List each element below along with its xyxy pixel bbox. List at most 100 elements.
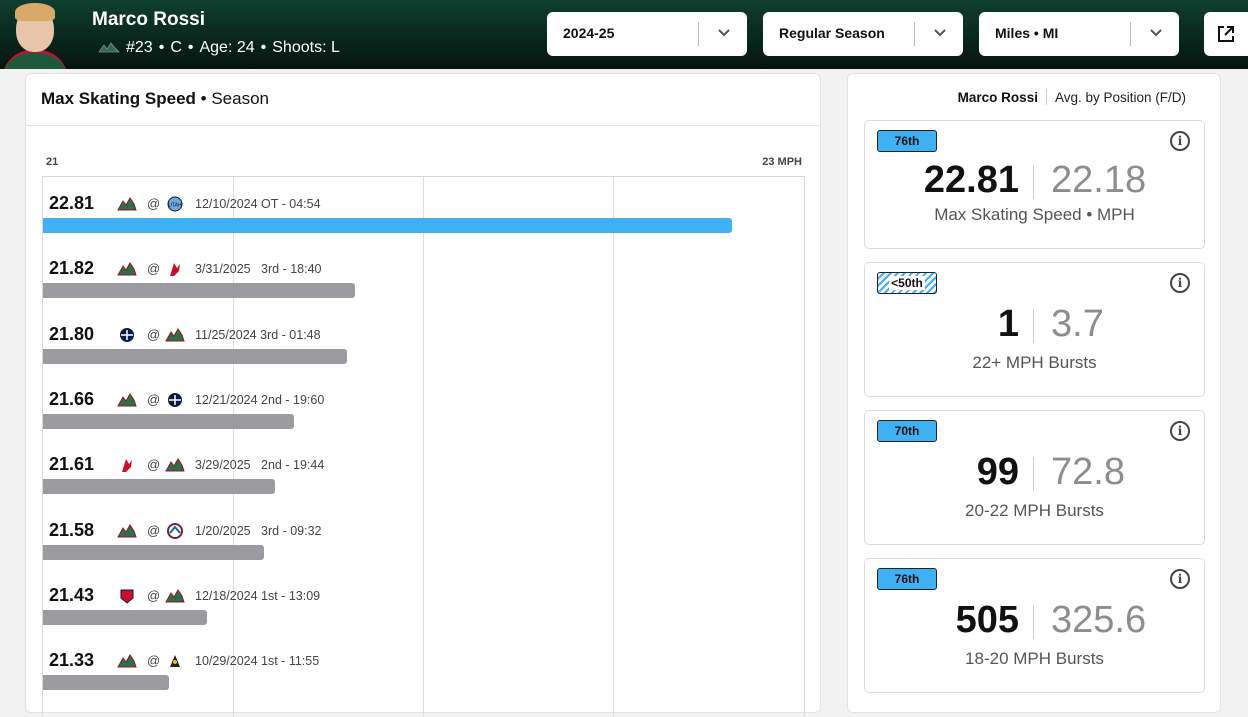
- player-metric-value: 1: [997, 303, 1019, 345]
- units-select[interactable]: Miles • MI: [979, 12, 1179, 56]
- game-info: 12/18/2024 1st - 13:09: [195, 588, 321, 603]
- speed-row: 21.43 @12/18/2024 1st - 13:09: [43, 569, 804, 634]
- speed-value: 21.33: [49, 650, 95, 671]
- panthers-logo-icon: [120, 589, 134, 604]
- at-symbol: @: [147, 326, 161, 342]
- chevron-down-icon: [1150, 29, 1162, 37]
- external-link-button[interactable]: [1204, 12, 1248, 56]
- speed-bar[interactable]: [43, 348, 347, 364]
- average-metric-value: 22.18: [1051, 159, 1147, 201]
- player-metric-value: 99: [976, 451, 1019, 493]
- at-symbol: @: [147, 196, 161, 211]
- summary-panel: Marco Rossi Avg. by Position (F/D) 76th i…: [847, 73, 1221, 713]
- devils-logo-icon: [170, 263, 180, 277]
- speed-value: 21.66: [49, 388, 95, 409]
- info-icon[interactable]: i: [1170, 421, 1190, 441]
- devils-logo-icon: [122, 459, 132, 473]
- legend-player: Marco Rossi: [957, 89, 1038, 105]
- speed-row: 21.33 @10/29/2024 1st - 11:55: [43, 634, 804, 699]
- legend-average: Avg. by Position (F/D): [1054, 89, 1186, 105]
- speed-row: 21.82 @3/31/2025 3rd - 18:40: [43, 242, 804, 307]
- game-type-select[interactable]: Regular Season: [763, 12, 963, 56]
- info-icon[interactable]: i: [1170, 273, 1190, 293]
- speed-bar[interactable]: [43, 283, 355, 299]
- average-metric-value: 72.8: [1051, 451, 1125, 493]
- season-select-value: 2024-25: [563, 25, 615, 41]
- average-metric-value: 325.6: [1051, 599, 1147, 641]
- speed-row: 21.66 @12/21/2024 2nd - 19:60: [43, 373, 804, 438]
- axis-min-label: 21: [46, 156, 59, 168]
- at-symbol: @: [147, 522, 161, 538]
- avalanche-logo-icon: [167, 522, 183, 539]
- units-select-value: Miles • MI: [995, 25, 1059, 41]
- penguins-logo-icon: [170, 655, 180, 668]
- svg-text:UTAH: UTAH: [168, 203, 182, 209]
- jets-logo-icon: [168, 392, 182, 407]
- game-info: 10/29/2024 1st - 11:55: [195, 654, 320, 669]
- metric-label: 22+ MPH Bursts: [972, 353, 1097, 372]
- wild-logo-icon: [117, 392, 137, 407]
- player-number: #23: [126, 39, 153, 56]
- speed-bar[interactable]: [43, 609, 207, 625]
- metric-label: 20-22 MPH Bursts: [965, 501, 1104, 520]
- at-symbol: @: [147, 261, 161, 277]
- metric-label: 18-20 MPH Bursts: [965, 649, 1104, 668]
- speed-chart: 22.81 @ UTAH 12/10/2024 OT - 04:54 21.82 @3/3…: [42, 176, 805, 717]
- wild-logo-icon: [165, 458, 185, 472]
- wild-logo-icon: [117, 197, 137, 211]
- utah-logo-icon: UTAH: [167, 196, 183, 212]
- jets-logo-icon: [120, 327, 134, 342]
- chevron-down-icon: [718, 29, 730, 37]
- speed-row: 22.81 @ UTAH 12/10/2024 OT - 04:54: [43, 177, 804, 242]
- player-name: Marco Rossi: [92, 9, 205, 30]
- wild-logo-icon: [165, 327, 185, 342]
- info-icon[interactable]: i: [1170, 569, 1190, 589]
- game-info: 3/29/2025 2nd - 19:44: [195, 458, 325, 473]
- game-info: 1/20/2025 3rd - 09:32: [195, 523, 322, 538]
- player-shoots: Shoots: L: [272, 39, 340, 56]
- player-metric-value: 505: [955, 599, 1019, 641]
- at-symbol: @: [147, 587, 161, 603]
- speed-bar[interactable]: [43, 544, 264, 560]
- axis-max-label: 23 MPH: [762, 156, 802, 168]
- game-type-select-value: Regular Season: [779, 25, 885, 41]
- summary-legend: Marco Rossi Avg. by Position (F/D): [958, 89, 1186, 105]
- speed-bar[interactable]: [43, 479, 275, 495]
- percentile-badge: 70th: [877, 420, 937, 442]
- info-icon[interactable]: i: [1170, 131, 1190, 151]
- percentile-badge: 76th: [877, 130, 937, 152]
- player-avatar: [0, 0, 70, 69]
- game-info: 12/10/2024 OT - 04:54: [195, 197, 321, 211]
- speed-value: 21.58: [49, 519, 95, 540]
- player-meta: #23 • C • Age: 24 • Shoots: L: [98, 39, 340, 57]
- speed-value: 21.80: [49, 323, 95, 344]
- average-metric-value: 3.7: [1051, 303, 1104, 345]
- speed-bar[interactable]: [43, 675, 169, 691]
- metric-label: Max Skating Speed • MPH: [934, 205, 1135, 224]
- player-header: Marco Rossi #23 • C • Age: 24 • Shoots: …: [0, 0, 1248, 69]
- speed-bar[interactable]: [43, 413, 294, 429]
- speed-row: 21.80 @11/25/2024 3rd - 01:48: [43, 308, 804, 373]
- wild-logo-icon: [117, 654, 137, 668]
- game-info: 12/21/2024 2nd - 19:60: [195, 392, 325, 407]
- speed-value: 21.43: [49, 584, 95, 605]
- game-info: 3/31/2025 3rd - 18:40: [195, 262, 322, 277]
- metric-card: 76th i 22.81 22.18 Max Skating Speed • MPH: [864, 120, 1205, 249]
- metric-card: 76th i 505 325.6 18-20 MPH Bursts: [864, 558, 1205, 693]
- chevron-down-icon: [934, 29, 946, 37]
- wild-logo-icon: [165, 588, 185, 603]
- player-position: C: [170, 39, 182, 56]
- max-speed-panel: Max Skating Speed • Season 21 23 MPH 22.…: [25, 73, 821, 717]
- speed-bar-best[interactable]: [43, 218, 732, 233]
- wild-logo-icon: [98, 42, 120, 53]
- player-age: Age: 24: [199, 39, 255, 56]
- at-symbol: @: [147, 457, 161, 473]
- percentile-badge: <50th: [877, 272, 937, 294]
- season-select[interactable]: 2024-25: [547, 12, 747, 56]
- speed-value: 21.82: [49, 258, 95, 279]
- speed-row: 21.58 @1/20/2025 3rd - 09:32: [43, 504, 804, 569]
- wild-logo-icon: [117, 262, 137, 276]
- at-symbol: @: [147, 391, 161, 407]
- metric-card: <50th i 1 3.7 22+ MPH Bursts: [864, 262, 1205, 397]
- game-info: 11/25/2024 3rd - 01:48: [195, 327, 321, 342]
